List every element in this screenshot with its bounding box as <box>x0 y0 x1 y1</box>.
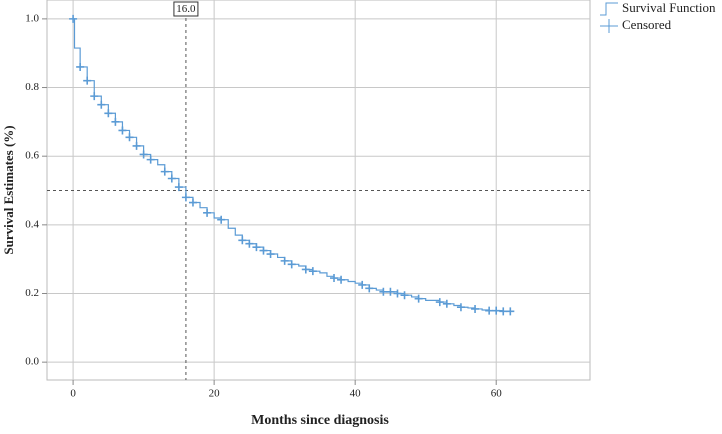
censor-mark <box>485 306 494 315</box>
censor-mark <box>308 267 317 276</box>
censor-mark <box>83 76 92 85</box>
censor-mark <box>132 141 141 150</box>
x-tick-label: 40 <box>350 388 362 400</box>
censor-mark <box>125 133 134 142</box>
censor-mark <box>499 307 508 316</box>
reference-label: 16.0 <box>176 3 196 15</box>
censor-mark <box>337 275 346 284</box>
censor-mark <box>146 155 155 164</box>
censor-mark <box>386 287 395 296</box>
censor-mark <box>238 236 247 245</box>
censor-mark <box>400 291 409 300</box>
censor-mark <box>111 117 120 126</box>
censor-mark <box>167 174 176 183</box>
censor-mark <box>379 287 388 296</box>
y-tick-label: 0.8 <box>25 81 39 93</box>
censor-mark <box>442 299 451 308</box>
censor-mark <box>76 62 85 71</box>
plot-area <box>46 0 591 381</box>
censor-mark <box>118 126 127 135</box>
censor-mark <box>97 100 106 109</box>
censor-mark <box>287 260 296 269</box>
censor-mark <box>252 243 261 252</box>
legend-icon <box>600 19 618 33</box>
censor-mark <box>492 306 501 315</box>
y-tick-label: 1.0 <box>25 12 39 24</box>
legend-icon <box>600 2 618 16</box>
censor-mark <box>435 298 444 307</box>
legend-label: Censored <box>622 17 672 32</box>
censor-mark <box>358 280 367 289</box>
censor-mark <box>104 109 113 118</box>
y-tick-label: 0.6 <box>25 150 39 162</box>
censor-mark <box>139 150 148 159</box>
y-tick-label: 0.4 <box>25 218 39 230</box>
censor-mark <box>203 208 212 217</box>
censor-mark <box>90 92 99 101</box>
x-axis-label: Months since diagnosis <box>251 413 389 428</box>
censor-mark <box>330 274 339 283</box>
y-tick-label: 0.2 <box>25 287 39 299</box>
censor-mark <box>181 193 190 202</box>
x-tick-label: 0 <box>70 388 76 400</box>
censor-mark <box>69 14 78 23</box>
x-tick-label: 20 <box>209 388 221 400</box>
censor-mark <box>471 304 480 313</box>
censor-mark <box>188 198 197 207</box>
legend-label: Survival Function <box>622 0 716 15</box>
censor-mark <box>393 289 402 298</box>
censor-mark <box>259 246 268 255</box>
censor-mark <box>414 294 423 303</box>
censor-mark <box>301 265 310 274</box>
censor-mark <box>160 167 169 176</box>
censor-mark <box>245 239 254 248</box>
censor-mark <box>456 303 465 312</box>
censor-mark <box>280 256 289 265</box>
reference-label-box <box>173 1 199 17</box>
censor-mark <box>217 215 226 224</box>
censor-mark <box>506 307 515 316</box>
censor-mark <box>174 183 183 192</box>
x-tick-label: 60 <box>491 388 503 400</box>
y-tick-label: 0.0 <box>25 356 39 368</box>
censor-mark <box>365 284 374 293</box>
censor-mark <box>266 250 275 259</box>
y-axis-label: Survival Estimates (%) <box>1 125 16 254</box>
